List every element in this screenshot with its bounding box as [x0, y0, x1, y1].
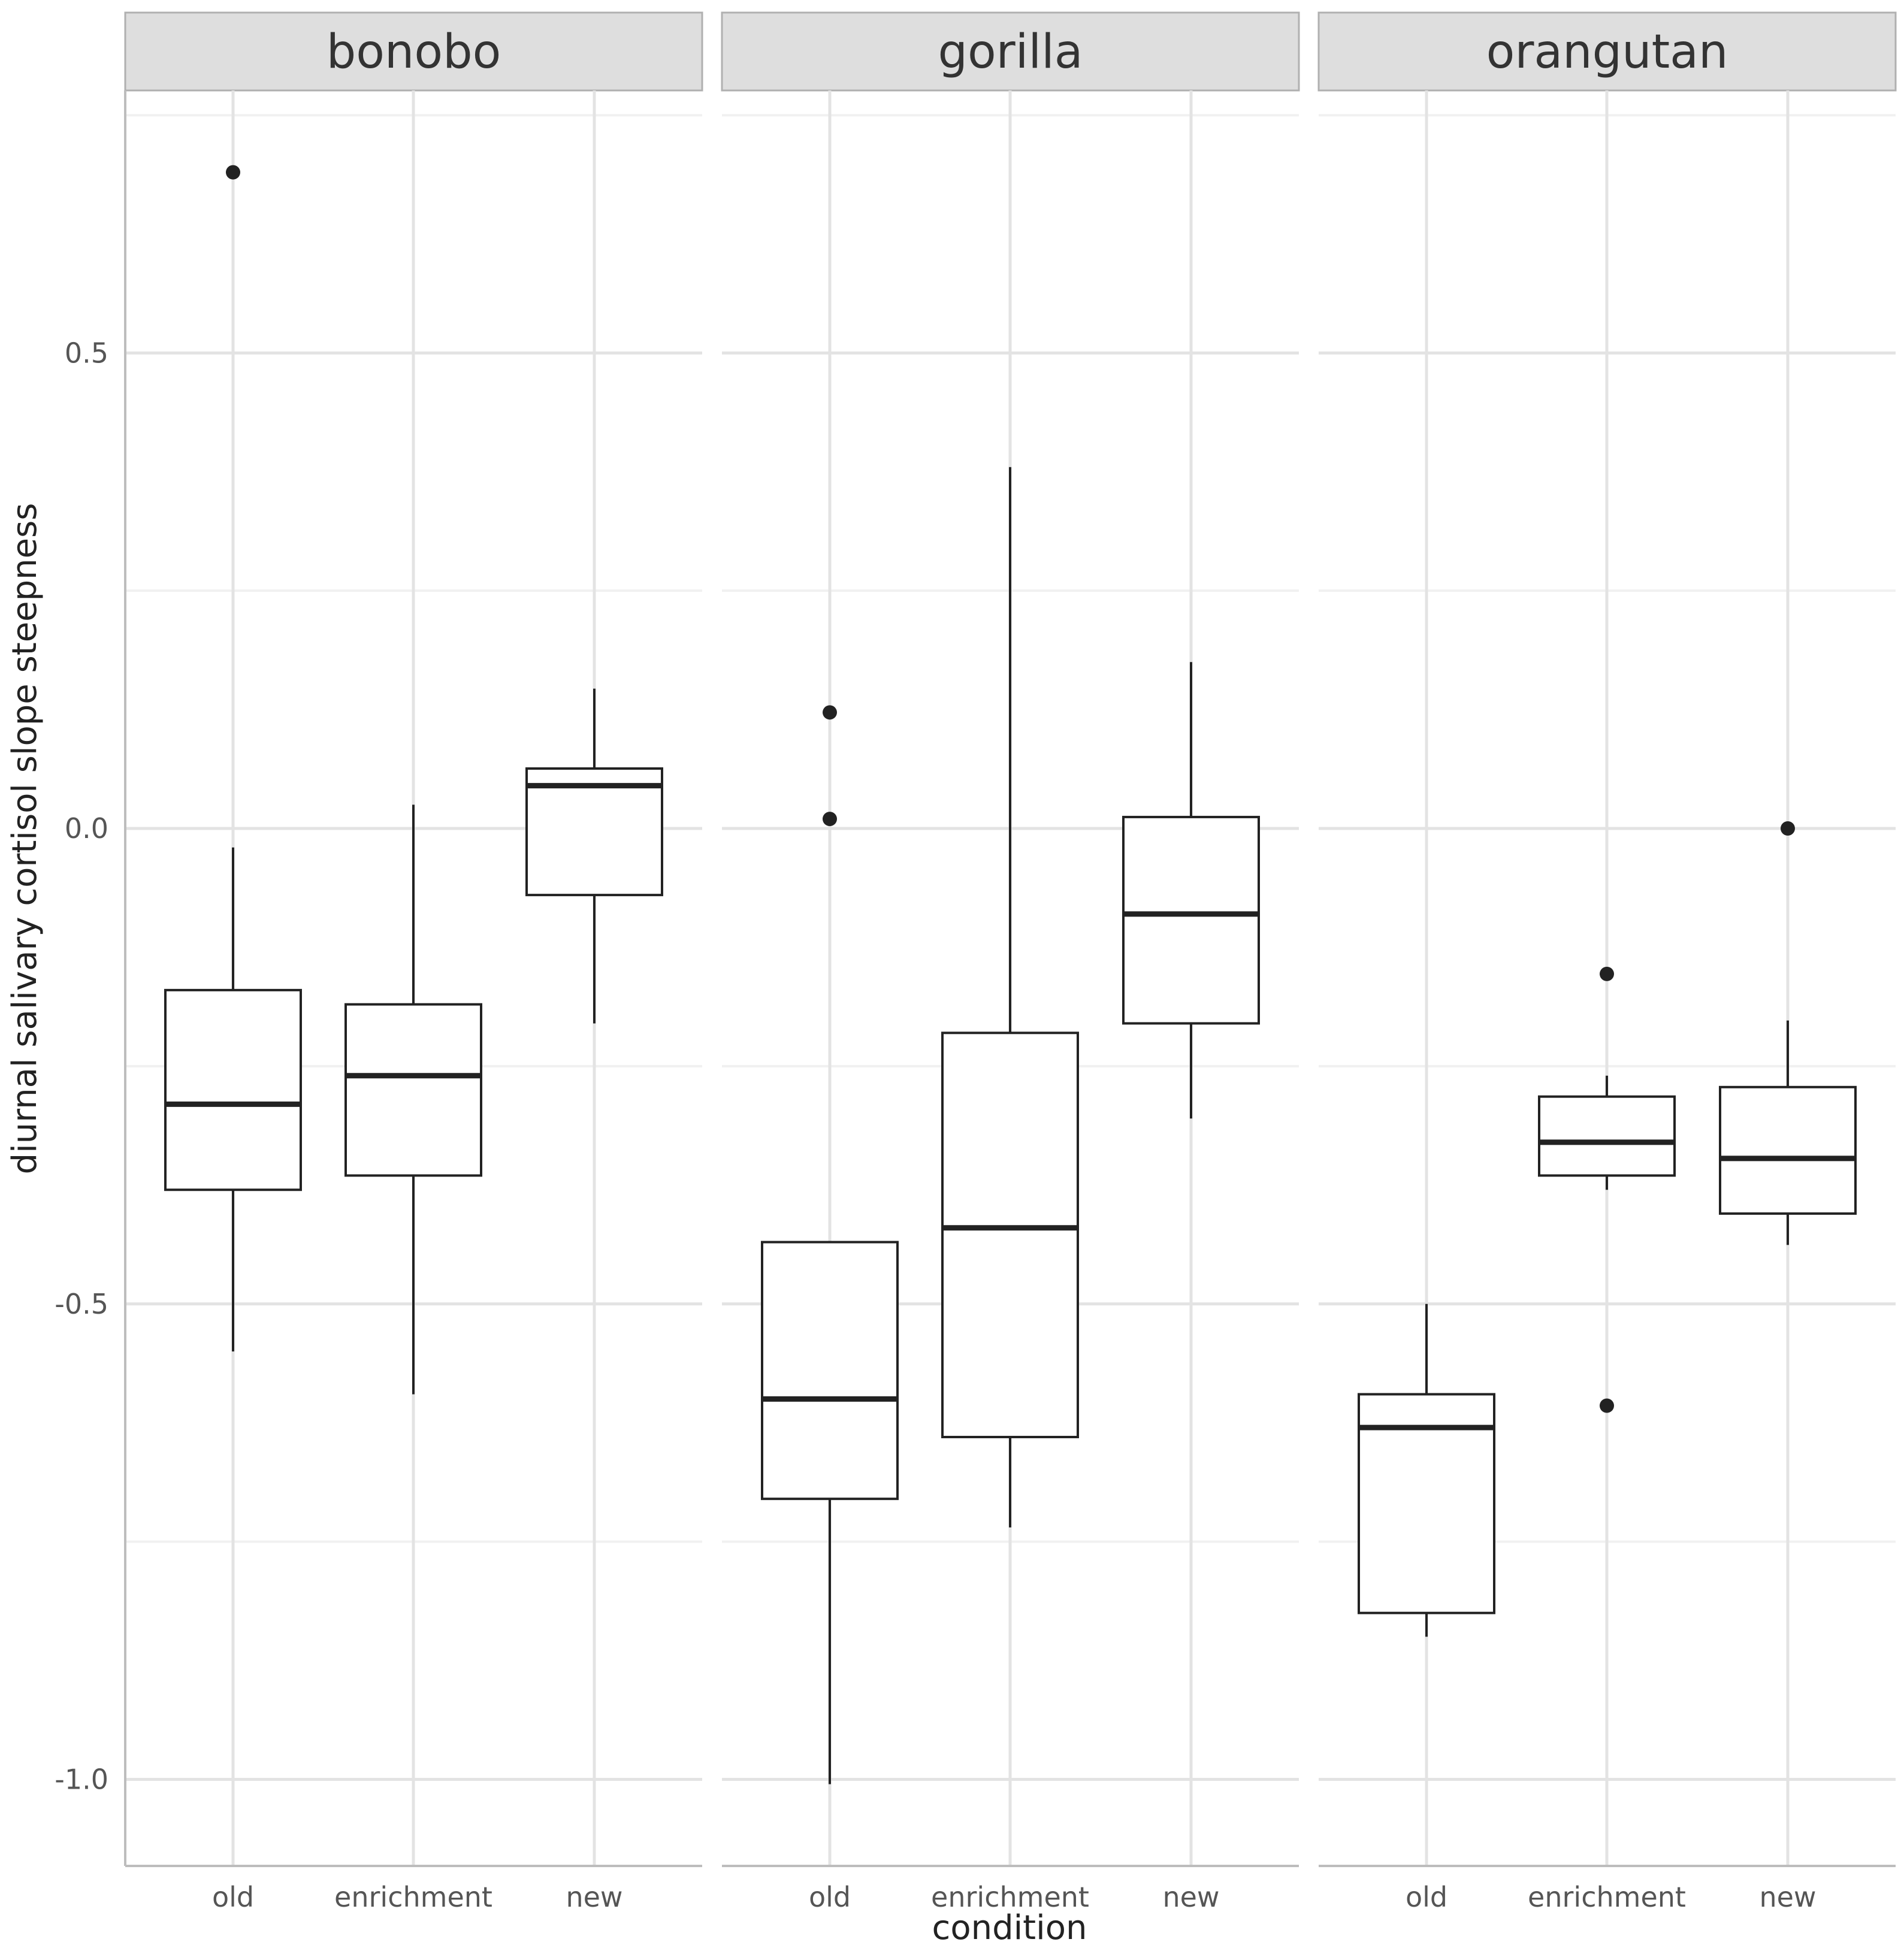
- y-tick-label: 0.0: [65, 812, 108, 845]
- x-tick-label: new: [566, 1881, 622, 1913]
- x-tick-label: new: [1759, 1881, 1816, 1913]
- iqr-box: [525, 767, 663, 897]
- x-tick-label: old: [809, 1881, 851, 1913]
- outlier-point: [226, 165, 240, 180]
- x-tick-label: old: [212, 1881, 254, 1913]
- x-tick-label: enrichment: [931, 1881, 1089, 1913]
- box-bonobo-new: [525, 688, 663, 1024]
- facet-label: bonobo: [327, 25, 501, 79]
- box-gorilla-enrichment: [941, 467, 1079, 1527]
- facet-label: orangutan: [1486, 25, 1728, 79]
- box-gorilla-new: [1122, 662, 1260, 1119]
- facet-orangutan: orangutan old enrichment new: [1317, 11, 1897, 1913]
- y-axis-title: diurnal salivary cortisol slope steepnes…: [5, 503, 44, 1175]
- x-tick-label: enrichment: [334, 1881, 492, 1913]
- outlier-point: [1600, 966, 1614, 981]
- facet-strip: [124, 11, 703, 92]
- iqr-box: [761, 1241, 899, 1501]
- facet-gorilla: gorilla old enrichment new: [721, 11, 1300, 1913]
- iqr-box: [1719, 1085, 1857, 1215]
- box-orangutan-old: [1358, 1303, 1495, 1637]
- y-tick-label: 0.5: [65, 337, 108, 369]
- facet-strip: [1317, 11, 1897, 92]
- outlier-point: [1600, 1398, 1614, 1413]
- x-axis-title: condition: [932, 1908, 1087, 1947]
- x-tick-label: old: [1406, 1881, 1447, 1913]
- y-tick-label: -1.0: [55, 1764, 108, 1796]
- outlier-point: [823, 705, 837, 720]
- iqr-box: [344, 1003, 482, 1177]
- y-tick-label: -0.5: [55, 1288, 108, 1320]
- outlier-point: [823, 812, 837, 827]
- box-gorilla-old: [761, 705, 899, 1784]
- x-tick-label: new: [1162, 1881, 1219, 1913]
- iqr-box: [1122, 815, 1260, 1025]
- facet-strip: [721, 11, 1300, 92]
- box-bonobo-old: [164, 165, 302, 1352]
- iqr-box: [1538, 1095, 1676, 1177]
- x-tick-label: enrichment: [1528, 1881, 1686, 1913]
- iqr-box: [941, 1032, 1079, 1438]
- facet-label: gorilla: [938, 25, 1083, 79]
- outlier-point: [1781, 821, 1795, 836]
- facet-bonobo: bonobo old enrichment new: [124, 11, 703, 1913]
- iqr-box: [1358, 1393, 1495, 1614]
- box-orangutan-new: [1719, 821, 1857, 1245]
- box-bonobo-enrichment: [344, 804, 482, 1395]
- box-orangutan-enrichment: [1538, 966, 1676, 1413]
- iqr-box: [164, 988, 302, 1191]
